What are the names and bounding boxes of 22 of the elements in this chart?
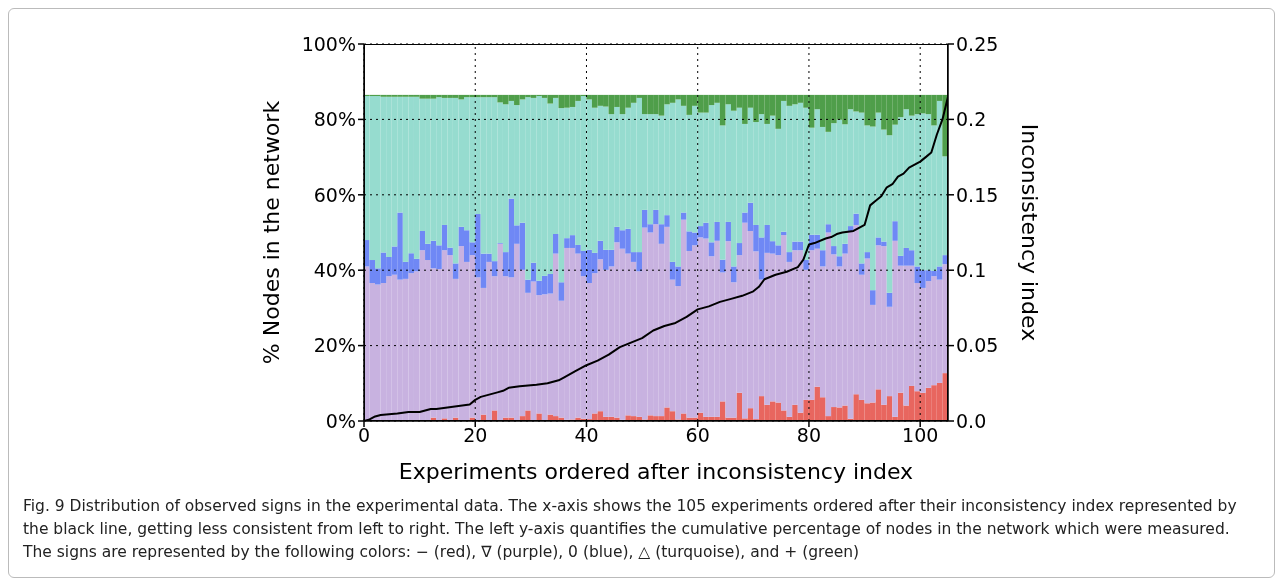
y-tick-label: 20%	[313, 334, 356, 357]
y2-tick-label: 0.25	[956, 32, 999, 55]
y2-tick-label: 0.2	[956, 108, 987, 131]
y2-tick-label: 0.15	[956, 183, 999, 206]
caption: Fig. 9 Distribution of observed signs in the experimental data. The x-axis shows the 105 experiments ordered after their inconsistency index represented by the black line, getting less consistent from left to right. The left y-axis quantifies the cumulative percentage of nodes in the network which were measured. The signs are represented by the following colors: − (red), ∇ (purple), 0 (blue), △ (turquoise), and + (green)	[23, 496, 1238, 563]
x-tick-label: 80	[796, 424, 822, 447]
y-tick-label: 60%	[313, 183, 356, 206]
x-axis-title: Experiments ordered after inconsistency index	[398, 459, 914, 484]
x-tick-label: 0	[357, 424, 371, 447]
x-tick-label: 20	[463, 424, 488, 447]
x-tick-label: 40	[574, 424, 599, 447]
y-tick-label: 0%	[325, 409, 356, 432]
y-tick-label: 80%	[313, 108, 356, 131]
y2-axis-title: Inconsistency index	[1017, 123, 1043, 342]
y-tick-label: 40%	[313, 258, 356, 281]
x-tick-label: 100	[902, 424, 939, 447]
x-tick-label: 60	[685, 424, 710, 447]
y2-tick-label: 0.05	[956, 334, 999, 357]
y-axis-title: % Nodes in the network	[258, 100, 284, 365]
y2-tick-label: 0.1	[956, 258, 987, 281]
y-tick-label: 100%	[301, 32, 356, 55]
y2-tick-label: 0.0	[956, 409, 987, 432]
